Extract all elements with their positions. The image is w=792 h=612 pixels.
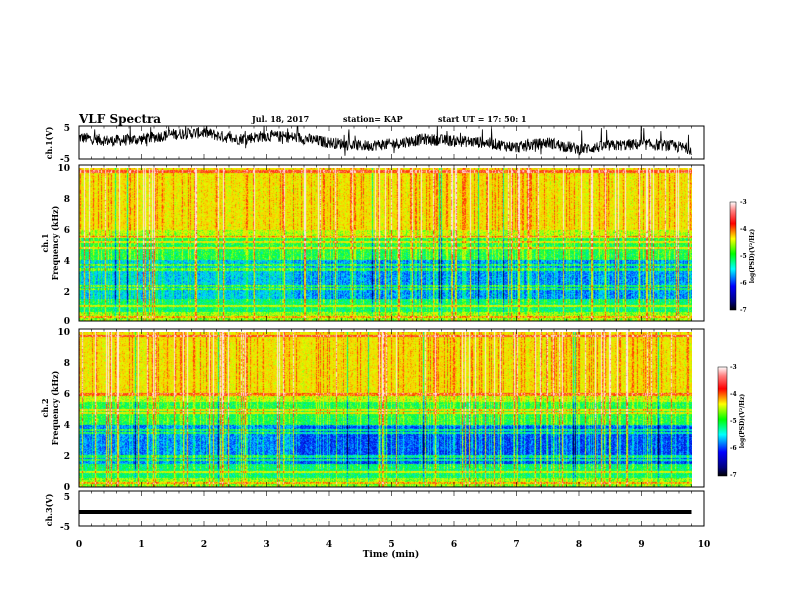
ch2-spectrogram-image [79, 332, 692, 487]
ch1-waveform-panel: 5 -5 ch.1(V) [44, 124, 705, 165]
ch1-colorbar-label: log(PSD)(V²/Hz) [749, 229, 756, 284]
ch2-spec-ytick-10: 10 [57, 328, 70, 338]
ch1-spec-ytick-8: 8 [64, 195, 70, 205]
ch2-spectrogram-panel: 10 8 6 4 2 0 ch.2 Frequency (kHz) -3 -4 … [40, 328, 746, 493]
ch1-ytick-bottom: -5 [60, 155, 70, 165]
ch2-colorbar-tick-m4: -4 [730, 391, 737, 398]
ch1-ytick-top: 5 [64, 124, 70, 134]
ch2-spec-ylabel: Frequency (kHz) [50, 370, 60, 445]
ch2-colorbar-tick-m7: -7 [730, 472, 737, 479]
x-tick-label: 1 [138, 540, 144, 550]
ch1-spectrogram-ticks [78, 165, 705, 321]
x-tick-label: 7 [513, 540, 519, 550]
ch2-colorbar-tick-m6: -6 [730, 445, 737, 452]
x-axis-label: Time (min) [363, 549, 420, 560]
ch2-spec-ytick-2: 2 [64, 452, 70, 462]
ch1-spec-ytick-0: 0 [64, 317, 70, 327]
ch3-xticks [78, 491, 705, 526]
ch2-spectrogram-ticks [78, 329, 705, 487]
ch1-spec-ytick-2: 2 [64, 288, 70, 298]
ch1-colorbar-tick-m5: -5 [740, 253, 747, 260]
ch1-spec-ytick-6: 6 [64, 226, 70, 236]
ch3-ytick-top: 5 [64, 493, 70, 503]
ch3-ytick-bottom: -5 [60, 523, 70, 533]
ch1-waveform-trace [79, 126, 692, 156]
ch2-colorbar-tick-m3: -3 [730, 364, 737, 371]
x-tick-label: 6 [451, 540, 457, 550]
ch1-ylabel: ch.1(V) [44, 126, 54, 159]
ch2-colorbar-tick-m5: -5 [730, 418, 737, 425]
ch2-colorbar-label: log(PSD)(V²/Hz) [739, 394, 746, 449]
x-tick-label: 10 [698, 540, 711, 550]
station-label: station= KAP [343, 114, 403, 124]
ch2-colorbar [717, 366, 728, 477]
ch1-colorbar [729, 201, 737, 311]
ch2-spec-ytick-4: 4 [64, 421, 70, 431]
ch1-colorbar-tick-m3: -3 [740, 199, 747, 206]
x-tick-label: 5 [388, 540, 394, 550]
date-label: Jul. 18, 2017 [251, 114, 309, 124]
ch2-spec-ytick-8: 8 [64, 359, 70, 369]
ch3-ylabel: ch.3(V) [44, 493, 54, 526]
ch2-spec-ytick-6: 6 [64, 390, 70, 400]
x-tick-label: 8 [576, 540, 582, 550]
time-axis-tick-labels: 0 1 2 3 4 5 6 7 8 9 10 [76, 540, 710, 550]
figure-title: VLF Spectra [78, 112, 161, 126]
ch1-spectrogram-image [79, 168, 692, 321]
ch1-spec-ytick-4: 4 [64, 257, 70, 267]
ch3-waveform-frame [78, 490, 705, 527]
ch1-colorbar-tick-m4: -4 [740, 226, 747, 233]
ch2-spec-channel-label: ch.2 [40, 398, 50, 417]
ch1-spec-ylabel: Frequency (kHz) [50, 205, 60, 280]
ch1-spectrogram-panel: 10 8 6 4 2 0 ch.1 Frequency (kHz) -3 -4 … [40, 164, 756, 327]
x-tick-label: 0 [76, 540, 82, 550]
ch1-spec-ytick-10: 10 [57, 164, 70, 174]
ch2-spec-ytick-0: 0 [64, 483, 70, 493]
ch1-spec-channel-label: ch.1 [40, 233, 50, 252]
x-tick-label: 3 [263, 540, 269, 550]
x-tick-label: 2 [201, 540, 207, 550]
start-time-label: start UT = 17: 50: 1 [438, 114, 527, 124]
ch1-colorbar-tick-m7: -7 [740, 307, 747, 314]
x-tick-label: 4 [326, 540, 332, 550]
x-tick-label: 9 [638, 540, 644, 550]
ch1-colorbar-tick-m6: -6 [740, 280, 747, 287]
ch3-waveform-panel: 5 -5 ch.3(V) 0 1 2 3 4 5 6 7 8 9 10 Time (min) [44, 490, 710, 560]
